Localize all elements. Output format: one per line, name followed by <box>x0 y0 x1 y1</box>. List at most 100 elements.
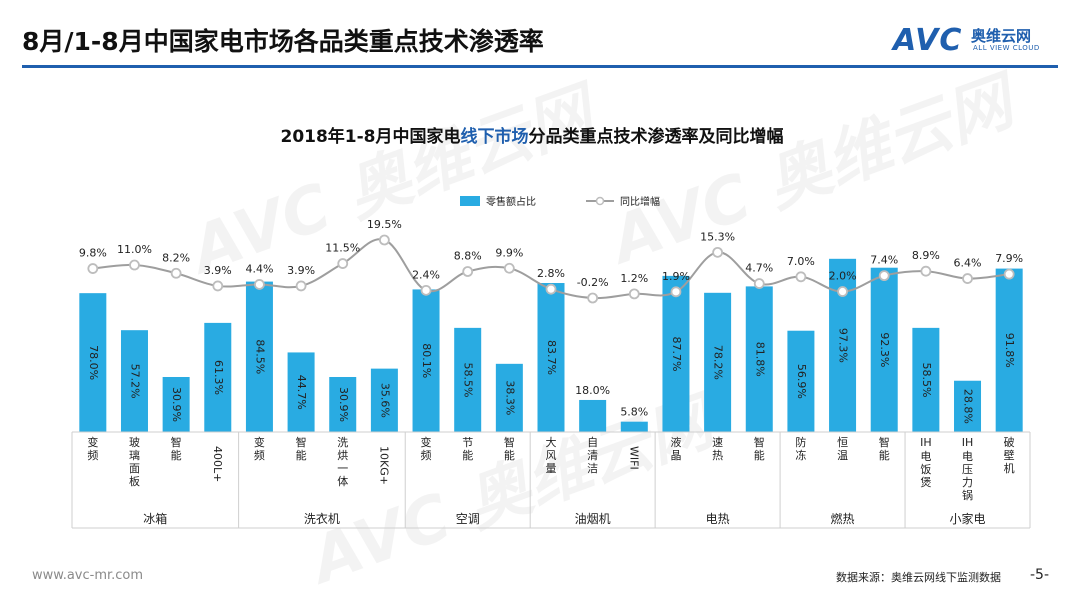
growth-label-22: 6.4% <box>954 257 982 270</box>
growth-point-13 <box>587 292 599 304</box>
chart-title-highlight: 线下市场 <box>461 126 529 147</box>
growth-point-19 <box>837 286 848 297</box>
category-label-16: 速热 <box>712 436 723 462</box>
growth-label-7: 11.5% <box>325 242 360 255</box>
growth-label-4: 3.9% <box>204 264 232 277</box>
bar-2 <box>120 330 148 432</box>
bar-label-23: 91.8% <box>1003 333 1016 368</box>
line-series <box>87 234 1015 304</box>
bar-17 <box>745 286 773 432</box>
group-label-3: 空调 <box>456 512 480 526</box>
bar-15 <box>662 275 690 432</box>
bar-16 <box>704 292 732 432</box>
group-labels: 冰箱 洗衣机 空调 油烟机 电热 燃热 小家电 <box>143 511 985 526</box>
growth-point-9 <box>420 284 432 296</box>
page-title: 8月/1-8月中国家电市场各品类重点技术渗透率 <box>22 27 544 56</box>
bar-13 <box>579 399 607 432</box>
bar-label-2: 57.2% <box>128 364 141 399</box>
growth-label-14: 1.2% <box>620 272 648 285</box>
growth-point-5 <box>254 279 265 290</box>
group-label-2: 洗衣机 <box>304 511 340 526</box>
growth-label-15: 1.9% <box>662 270 690 283</box>
bar-21 <box>912 327 940 432</box>
brand-avc-text: AVC <box>893 23 963 58</box>
growth-point-1 <box>87 263 99 274</box>
bar-label-9: 80.1% <box>420 343 433 378</box>
bar-3 <box>162 376 190 432</box>
category-label-7: 洗烘一体 <box>337 436 348 488</box>
growth-point-3 <box>170 267 182 279</box>
bar-label-19: 97.3% <box>837 328 850 363</box>
category-label-6: 智能 <box>296 435 307 462</box>
growth-point-12 <box>545 283 557 295</box>
legend-bar-swatch <box>460 196 480 206</box>
category-label-5: 变频 <box>254 435 265 462</box>
bar-label-10: 58.5% <box>462 362 475 397</box>
category-label-3: 智能 <box>171 435 182 462</box>
bar-label-13: 18.0% <box>575 384 610 397</box>
bar-12 <box>537 283 565 432</box>
category-label-1: 变频 <box>87 435 98 462</box>
bar-7 <box>329 376 357 432</box>
category-label-22: IH 电压力锅 <box>962 436 974 502</box>
bar-label-15: 87.7% <box>670 336 683 371</box>
footer-url[interactable]: www.avc-mr.com <box>32 568 144 583</box>
bar-20 <box>870 267 898 432</box>
bar-label-17: 81.8% <box>753 342 766 377</box>
bar-labels: 78.0% 57.2% 30.9% 61.3% 84.5% 44.7% 30.9% 35.6%… <box>87 328 1016 424</box>
category-label-20: 智能 <box>879 435 890 462</box>
growth-point-16 <box>712 246 724 258</box>
growth-label-10: 8.8% <box>454 250 482 263</box>
bar-label-20: 92.3% <box>878 332 891 367</box>
bar-label-1: 78.0% <box>87 345 100 380</box>
legend-line-marker <box>595 196 605 206</box>
growth-label-23: 7.9% <box>995 252 1023 265</box>
legend: 零售额占比 同比增幅 <box>460 195 660 208</box>
bar-label-16: 78.2% <box>712 345 725 380</box>
growth-point-18 <box>795 271 807 283</box>
category-label-19: 恒温 <box>837 436 848 462</box>
bar-label-7: 30.9% <box>337 387 350 422</box>
brand-en-text: ALL VIEW CLOUD <box>973 44 1040 52</box>
growth-label-16: 15.3% <box>700 230 735 243</box>
bar-22 <box>954 380 982 432</box>
category-label-4: 400L+ <box>211 446 224 482</box>
bar-label-4: 61.3% <box>212 360 225 395</box>
bar-23 <box>995 268 1023 432</box>
bar-label-3: 30.9% <box>170 387 183 422</box>
growth-label-1: 9.8% <box>79 247 107 260</box>
growth-point-22 <box>962 273 973 284</box>
growth-point-20 <box>878 270 890 282</box>
bar-14 <box>620 421 648 432</box>
growth-label-5: 4.4% <box>245 262 273 275</box>
category-label-11: 智能 <box>504 435 515 462</box>
category-label-15: 液晶 <box>670 435 681 462</box>
growth-label-12: 2.8% <box>537 267 565 280</box>
growth-label-2: 11.0% <box>117 243 152 256</box>
growth-point-6 <box>295 280 307 292</box>
bar-label-12: 83.7% <box>545 340 558 375</box>
growth-label-18: 7.0% <box>787 255 815 268</box>
bar-1 <box>79 293 107 432</box>
growth-point-2 <box>129 259 140 271</box>
title-divider <box>22 65 1058 68</box>
growth-label-17: 4.7% <box>745 262 773 275</box>
growth-label-9: 2.4% <box>412 268 440 281</box>
growth-point-17 <box>753 278 765 289</box>
bar-label-14: 5.8% <box>620 406 648 419</box>
bar-10 <box>454 327 482 432</box>
category-label-2: 玻璃面板 <box>129 436 140 488</box>
bar-label-22: 28.8% <box>962 389 975 424</box>
category-labels: 变频 玻璃面板 智能 400L+ 变频 智能 洗烘一体 10KG+ 变频 节能 智能 大风量 自清洁 WI… <box>87 435 1014 502</box>
category-label-13: 自清洁 <box>587 436 598 475</box>
bar-4 <box>204 322 232 432</box>
group-label-1: 冰箱 <box>143 511 167 526</box>
bar-18 <box>787 330 815 432</box>
axes <box>71 431 1031 529</box>
growth-label-19: 2.0% <box>829 270 857 283</box>
group-label-5: 电热 <box>706 512 730 526</box>
category-label-14: WIFI <box>627 446 640 470</box>
category-label-23: 破壁机 <box>1004 435 1015 475</box>
bar-5 <box>245 281 273 432</box>
